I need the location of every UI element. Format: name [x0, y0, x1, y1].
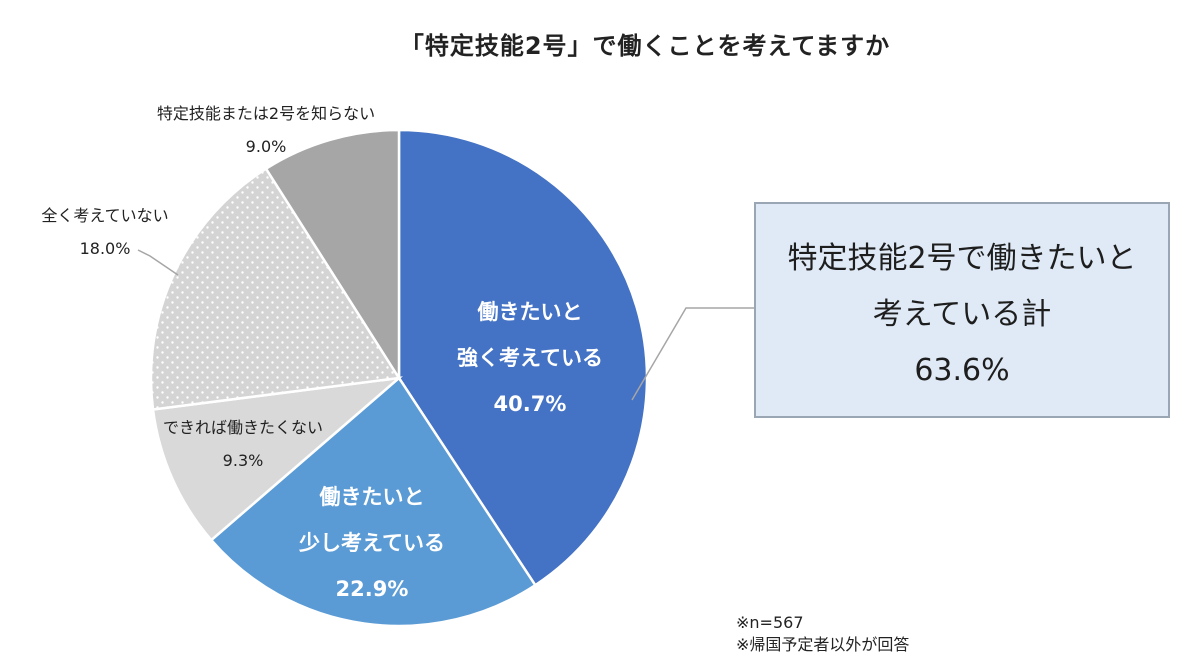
callout-box: 特定技能2号で働きたいと 考えている計 63.6% [754, 202, 1170, 418]
slice-label-rather-not: できれば働きたくない 9.3% [148, 418, 338, 471]
callout-line-2: 考えている計 [872, 297, 1052, 332]
slice-label-not-considering: 全く考えていない 18.0% [20, 206, 190, 259]
pie-slice-somewhat-want [209, 376, 538, 628]
slice-value-label: 40.7% [493, 392, 567, 416]
callout-total-value: 63.6% [914, 353, 1010, 388]
slice-value-label: 18.0% [79, 239, 131, 258]
slice-label-somewhat-want: 働きたいと 少し考えている 22.9% [299, 485, 445, 601]
pie-slice-unaware [264, 128, 401, 383]
slice-label-text: できれば働きたくない [162, 418, 323, 437]
pie-slice-rather-not [151, 376, 403, 542]
slice-label-unaware: 特定技能または2号を知らない 9.0% [125, 104, 407, 157]
slice-value-label: 9.0% [245, 137, 287, 156]
slice-label-strongly-want: 働きたいと 強く考えている 40.7% [457, 300, 603, 416]
slice-value-label: 9.3% [222, 451, 264, 470]
slice-label-text: 働きたいと [477, 300, 583, 324]
callout-line-1: 特定技能2号で働きたいと [787, 241, 1137, 276]
pie-slices [149, 128, 649, 628]
slice-label-text: 少し考えている [299, 531, 445, 555]
slice-label-text: 全く考えていない [41, 206, 169, 225]
respondent-scope-note: ※帰国予定者以外が回答 [736, 635, 910, 654]
chart-notes: ※n=567 ※帰国予定者以外が回答 [736, 612, 909, 656]
leader-lines [137, 249, 754, 401]
slice-label-text: 特定技能または2号を知らない [156, 104, 376, 123]
sample-size-note: ※n=567 [736, 613, 804, 632]
slice-value-label: 22.9% [335, 577, 409, 601]
slice-label-text: 強く考えている [457, 346, 603, 370]
leader-line-not-considering [137, 249, 179, 276]
leader-line-callout [631, 307, 754, 401]
chart-title: 「特定技能2号」で働くことを考えてますか [399, 32, 891, 60]
slice-label-text: 働きたいと [319, 485, 425, 509]
